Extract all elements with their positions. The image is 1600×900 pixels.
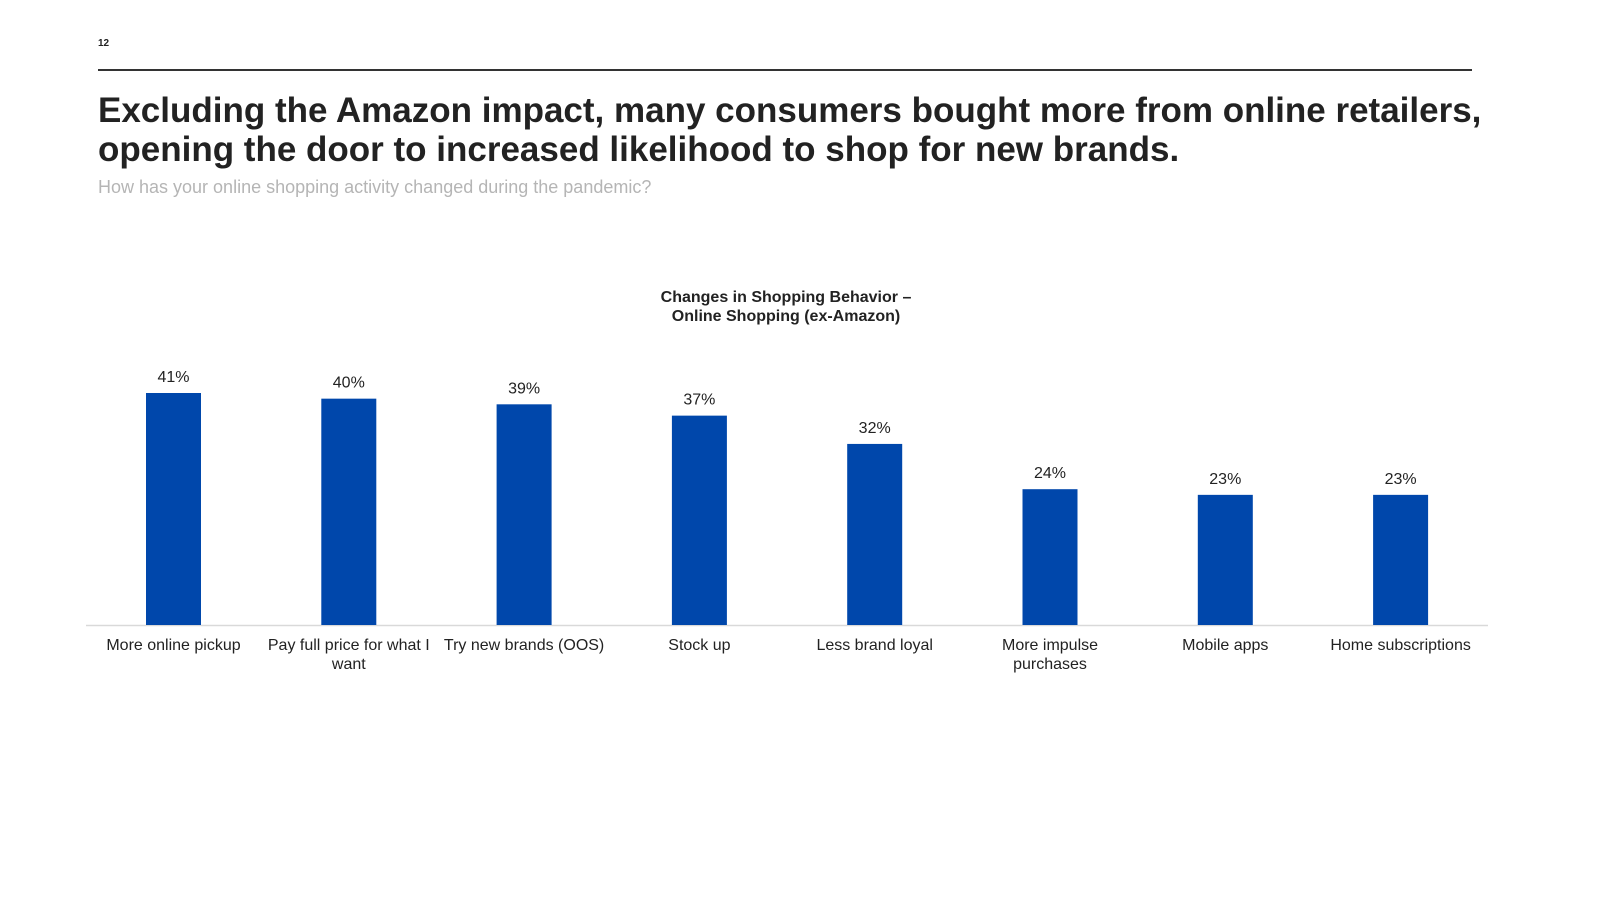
category-label: purchases bbox=[1013, 656, 1087, 673]
bar bbox=[1373, 494, 1429, 625]
category-label: Less brand loyal bbox=[816, 637, 933, 654]
bar bbox=[1197, 494, 1253, 625]
data-label: 40% bbox=[333, 375, 365, 392]
bar bbox=[321, 398, 377, 625]
category-label: Home subscriptions bbox=[1330, 637, 1471, 654]
data-label: 39% bbox=[508, 380, 540, 397]
bar bbox=[496, 404, 552, 625]
page-headline: Excluding the Amazon impact, many consum… bbox=[98, 91, 1482, 169]
category-label: Try new brands (OOS) bbox=[444, 637, 604, 654]
bar bbox=[671, 415, 727, 625]
category-label: Pay full price for what I bbox=[268, 637, 430, 654]
category-label: More online pickup bbox=[106, 637, 240, 654]
bar bbox=[1022, 489, 1078, 625]
category-label: Mobile apps bbox=[1182, 637, 1268, 654]
data-label: 24% bbox=[1034, 465, 1066, 482]
page-subtitle: How has your online shopping activity ch… bbox=[98, 177, 652, 197]
header-divider bbox=[98, 69, 1472, 71]
data-label: 23% bbox=[1385, 471, 1417, 488]
chart-title: Changes in Shopping Behavior – Online Sh… bbox=[586, 288, 986, 326]
bar bbox=[847, 443, 903, 625]
data-label: 23% bbox=[1209, 471, 1241, 488]
category-label: want bbox=[331, 656, 366, 673]
chart-title-line-1: Changes in Shopping Behavior – bbox=[660, 289, 912, 306]
data-label: 32% bbox=[859, 420, 891, 437]
data-label: 37% bbox=[683, 392, 715, 409]
category-label: Stock up bbox=[668, 637, 730, 654]
chart-title-line-2: Online Shopping (ex-Amazon) bbox=[671, 308, 901, 325]
data-label: 41% bbox=[157, 369, 189, 386]
bar bbox=[146, 393, 201, 625]
category-label: More impulse bbox=[1002, 637, 1098, 654]
page-number: 12 bbox=[98, 38, 110, 49]
